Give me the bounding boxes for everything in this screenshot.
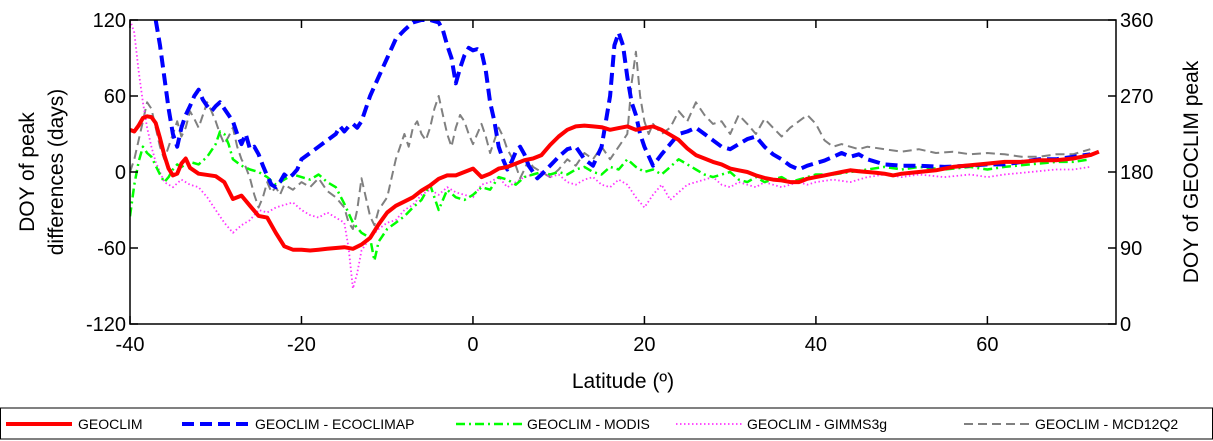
series-line-4 <box>130 50 1091 230</box>
legend-label-1: GEOCLIM - ECOCLIMAP <box>255 416 414 432</box>
series-line-3 <box>130 20 1091 290</box>
right-y-tick-label: 0 <box>1120 314 1131 336</box>
legend-label-4: GEOCLIM - MCD12Q2 <box>1035 416 1178 432</box>
legend-label-2: GEOCLIM - MODIS <box>527 416 650 432</box>
x-tick-label: 20 <box>633 334 655 356</box>
legend: GEOCLIM GEOCLIM - ECOCLIMAP GEOCLIM - MODI… <box>0 407 1213 440</box>
series-line-2 <box>130 130 1091 262</box>
right-y-axis-title: DOY of GEOCLIM peak <box>1180 60 1203 283</box>
x-axis-title: Latitude (º) <box>572 370 674 393</box>
legend-label-0: GEOCLIM <box>78 416 143 432</box>
left-y-tick-label: 60 <box>104 86 126 108</box>
left-y-tick-label: 120 <box>93 10 126 32</box>
x-tick-label: 60 <box>976 334 998 356</box>
legend-label-3: GEOCLIM - GIMMS3g <box>747 416 887 432</box>
right-y-tick-label: 360 <box>1120 10 1153 32</box>
plot-frame <box>129 19 1117 325</box>
axes-layer: -40 -20 0 20 40 60 -120 -60 0 60 120 0 90 180 270 360 <box>86 10 1153 356</box>
x-tick-label: -40 <box>116 334 145 356</box>
x-tick-label: 0 <box>467 334 478 356</box>
left-y-tick-label: -60 <box>97 238 126 260</box>
left-y-axis-title-line-1: DOY of peak <box>16 112 39 232</box>
x-tick-label: -20 <box>287 334 316 356</box>
right-y-tick-label: 270 <box>1120 86 1153 108</box>
series-line-0 <box>130 114 1100 253</box>
left-y-tick-label: -120 <box>86 314 126 336</box>
left-y-axis-title-line-2: differences (days) <box>45 89 68 256</box>
x-tick-label: 40 <box>805 334 827 356</box>
left-y-tick-label: 0 <box>115 162 126 184</box>
series-layer <box>130 20 1100 290</box>
right-y-tick-label: 180 <box>1120 162 1153 184</box>
right-y-tick-label: 90 <box>1120 238 1142 260</box>
series-line-1 <box>153 20 1091 190</box>
